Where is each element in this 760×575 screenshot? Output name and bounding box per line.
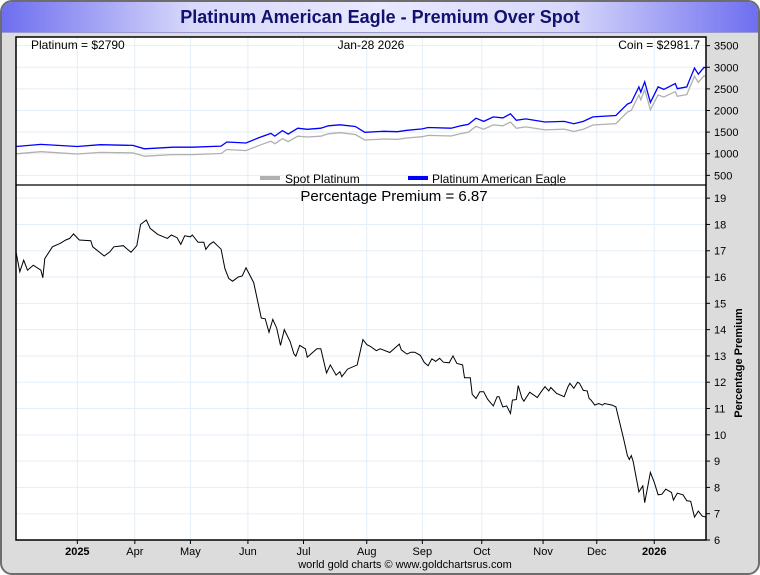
axes: 2025 Apr May Jun Jul Aug Sep Oct Nov Dec 2026 500 10… bbox=[65, 41, 738, 558]
title-bar: Platinum American Eagle - Premium Over S… bbox=[2, 2, 758, 33]
legend-label-coin: Platinum American Eagle bbox=[432, 172, 566, 186]
y-tick-label-price: 3000 bbox=[714, 62, 738, 74]
american-eagle-line bbox=[15, 66, 707, 150]
y-axis-label: Percentage Premium bbox=[733, 308, 745, 418]
y-tick-label-price: 1500 bbox=[714, 127, 738, 139]
y-tick-label-premium: 12 bbox=[714, 377, 726, 389]
series-lines bbox=[15, 66, 707, 519]
premium-title: Percentage Premium = 6.87 bbox=[300, 188, 487, 205]
x-tick-label: Apr bbox=[126, 546, 143, 558]
coin-price-label: Coin = $2981.7 bbox=[618, 38, 700, 52]
x-tick-label: Jun bbox=[239, 546, 257, 558]
x-tick-label: 2025 bbox=[65, 546, 89, 558]
legend-swatch-coin bbox=[408, 176, 428, 180]
x-tick-label: Oct bbox=[473, 546, 490, 558]
legend-swatch-spot bbox=[260, 176, 280, 180]
x-tick-label: Aug bbox=[357, 546, 377, 558]
x-tick-label: May bbox=[180, 546, 201, 558]
footer-credit: world gold charts © www.goldchartsrus.co… bbox=[297, 559, 512, 571]
legend: Spot Platinum Platinum American Eagle bbox=[260, 172, 566, 186]
y-tick-label-premium: 10 bbox=[714, 430, 726, 442]
date-label: Jan-28 2026 bbox=[338, 38, 405, 52]
y-tick-label-premium: 9 bbox=[714, 456, 720, 468]
plot-border bbox=[15, 36, 707, 541]
y-tick-label-premium: 16 bbox=[714, 272, 726, 284]
x-tick-label: Nov bbox=[533, 546, 553, 558]
y-tick-label-premium: 11 bbox=[714, 404, 725, 416]
y-tick-label-premium: 19 bbox=[714, 193, 726, 205]
y-tick-label-price: 500 bbox=[714, 170, 732, 182]
chart-title: Platinum American Eagle - Premium Over S… bbox=[180, 7, 580, 27]
y-tick-label-premium: 7 bbox=[714, 509, 720, 521]
y-tick-label-premium: 13 bbox=[714, 351, 726, 363]
x-tick-label: 2026 bbox=[642, 546, 666, 558]
y-tick-label-price: 3500 bbox=[714, 41, 738, 53]
spot-platinum-line bbox=[15, 74, 707, 157]
y-tick-label-premium: 18 bbox=[714, 219, 726, 231]
x-tick-label: Sep bbox=[413, 546, 433, 558]
plot-background bbox=[16, 37, 706, 540]
y-tick-label-premium: 17 bbox=[714, 246, 726, 258]
grid bbox=[16, 37, 706, 541]
spot-price-label: Platinum = $2790 bbox=[31, 38, 125, 52]
y-tick-label-premium: 6 bbox=[714, 535, 720, 547]
y-tick-label-price: 2500 bbox=[714, 84, 738, 96]
legend-label-spot: Spot Platinum bbox=[285, 172, 360, 186]
y-tick-label-price: 1000 bbox=[714, 149, 738, 161]
y-tick-label-premium: 15 bbox=[714, 298, 726, 310]
y-tick-label-premium: 14 bbox=[714, 325, 726, 337]
premium-line bbox=[15, 219, 707, 519]
y-tick-label-premium: 8 bbox=[714, 482, 720, 494]
x-tick-label: Jul bbox=[296, 546, 310, 558]
x-tick-label: Dec bbox=[587, 546, 607, 558]
y-tick-label-price: 2000 bbox=[714, 106, 738, 118]
